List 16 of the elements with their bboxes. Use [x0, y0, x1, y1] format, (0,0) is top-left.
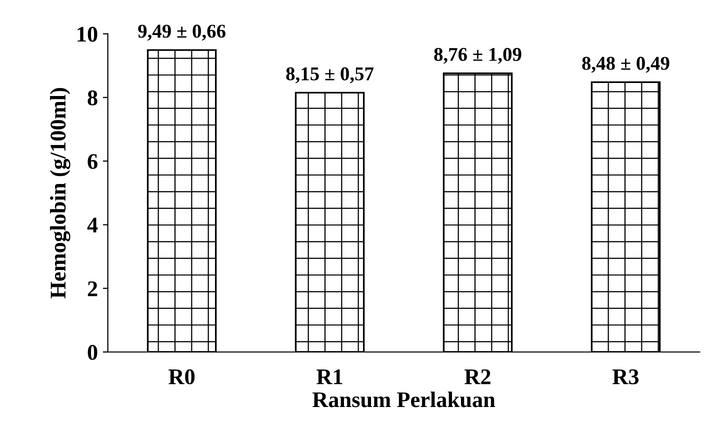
x-tick-label: R3 — [612, 369, 639, 384]
y-tick-label: 10 — [78, 26, 98, 42]
y-tick-label: 8 — [88, 90, 98, 106]
y-tick-label: 2 — [88, 281, 98, 296]
y-tick-label: 6 — [88, 154, 98, 170]
y-axis-title: Hemoglobin (g/100ml) — [50, 88, 70, 298]
x-tick-label: R2 — [464, 369, 490, 384]
data-label: 8,76 ± 1,09 — [434, 48, 522, 64]
x-tick-label: R0 — [168, 369, 195, 384]
y-tick-label: 4 — [87, 218, 98, 232]
data-label: 8,48 ± 0,49 — [582, 56, 670, 73]
x-tick-label: R1 — [316, 369, 342, 384]
data-label: 8,15 ± 0,57 — [286, 67, 374, 84]
data-label: 9,49 ± 0,66 — [138, 24, 226, 41]
y-tick-label: 0 — [88, 344, 98, 360]
x-axis-title: Ransum Perlakuan — [312, 392, 496, 408]
